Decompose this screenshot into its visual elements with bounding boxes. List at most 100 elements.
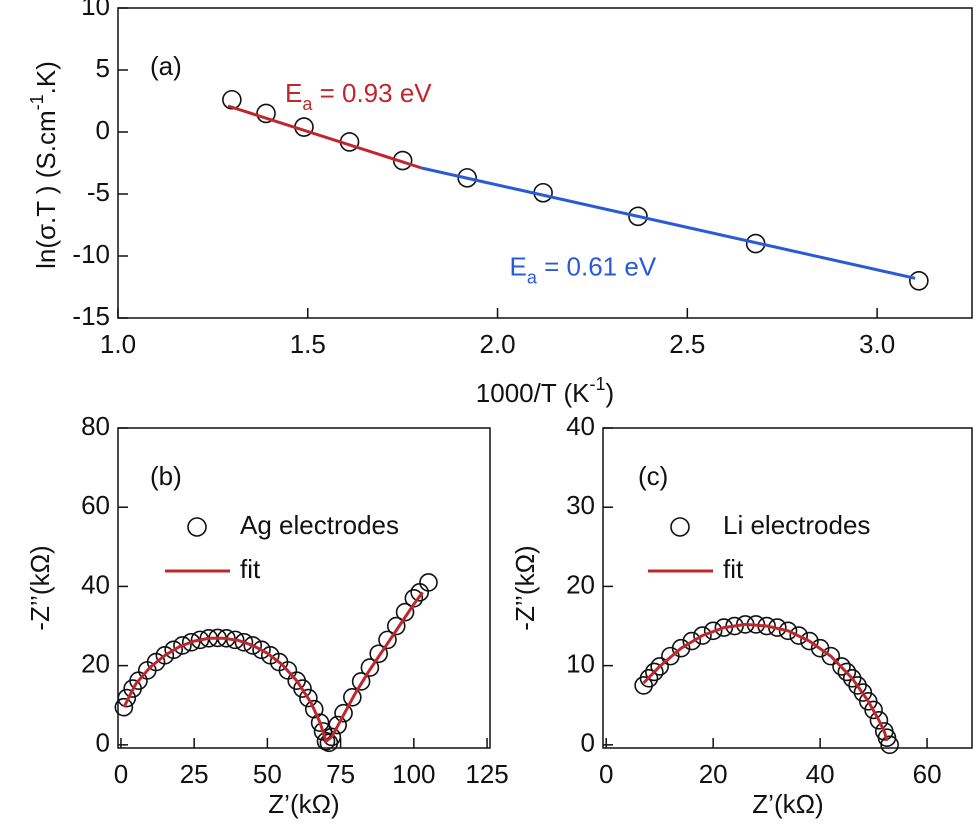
plot-frame [117, 427, 491, 749]
data-point [682, 631, 702, 651]
y-axis-label-sup: -1 [27, 94, 47, 110]
data-point [671, 638, 691, 658]
y-tick-label: 80 [81, 411, 110, 441]
data-point [378, 630, 397, 650]
legend-label: fit [723, 554, 744, 584]
data-point [645, 662, 664, 682]
fit-line [421, 166, 916, 280]
data-point [703, 621, 723, 641]
data-point [360, 658, 380, 677]
fit-line [642, 622, 889, 742]
y-tick-label: 0 [96, 728, 110, 758]
y-tick-label: 10 [81, 0, 110, 21]
x-tick-label: 75 [326, 759, 355, 789]
data-point [173, 636, 192, 655]
annotation: Ea = 0.93 eV [285, 78, 432, 114]
y-tick-label: 20 [81, 648, 110, 678]
plot-frame [602, 427, 973, 749]
data-point [343, 688, 362, 707]
data-point [789, 626, 809, 645]
data-point [693, 626, 712, 645]
legend-label: fit [240, 554, 261, 584]
x-tick-label: 2.5 [669, 329, 705, 359]
data-point [778, 621, 798, 641]
data-point [243, 636, 263, 655]
panel-label: (c) [638, 461, 668, 491]
data-point [837, 662, 857, 682]
x-axis-label-text: Z’(kΩ) [268, 789, 339, 819]
y-axis-label: -Z’’(kΩ) [510, 545, 540, 630]
x-tick-label: 50 [253, 759, 282, 789]
plot-frame [117, 7, 973, 319]
y-tick-label: 0 [96, 115, 110, 145]
y-tick-label: 60 [81, 490, 110, 520]
x-tick-label: 0 [114, 759, 128, 789]
x-axis-label-after: ) [606, 378, 615, 408]
data-point [351, 672, 371, 691]
data-point [334, 703, 353, 723]
y-tick-label: 40 [566, 411, 595, 441]
data-point [304, 699, 324, 719]
data-point [234, 632, 254, 652]
legend-swatch [187, 517, 207, 537]
x-tick-label: 20 [699, 759, 728, 789]
data-point [419, 573, 438, 592]
annotation-sub: a [527, 267, 538, 287]
data-point [457, 168, 477, 188]
x-axis-label-text: 1000/T (K [476, 378, 590, 408]
data-point [869, 710, 889, 730]
data-point [293, 679, 312, 698]
x-tick-label: 125 [465, 759, 508, 789]
data-point [880, 735, 899, 755]
annotation: Ea = 0.61 eV [510, 251, 657, 287]
y-axis-label-text: -Z’’(kΩ) [25, 545, 55, 630]
data-point [386, 616, 406, 636]
x-axis-label: Z’(kΩ) [268, 789, 339, 819]
y-axis-label-after: .K) [31, 61, 61, 94]
x-tick-label: 2.0 [479, 329, 515, 359]
y-tick-label: 40 [81, 569, 110, 599]
legend-label: Ag electrodes [240, 510, 399, 540]
annotation-text: E [285, 78, 302, 108]
y-axis-label-text: -Z’’(kΩ) [510, 545, 540, 630]
data-point [117, 688, 137, 708]
x-axis-label-text: Z’(kΩ) [752, 789, 823, 819]
y-tick-label: -15 [72, 301, 110, 331]
data-point [395, 602, 415, 622]
data-point [909, 270, 929, 291]
data-point [299, 688, 318, 708]
data-point [328, 715, 347, 735]
annotation-text: E [510, 251, 527, 281]
y-axis-label: -Z’’(kΩ) [25, 545, 55, 630]
data-point [164, 640, 183, 660]
data-point [800, 631, 819, 651]
x-tick-label: 25 [180, 759, 209, 789]
legend-swatch [670, 517, 690, 537]
data-point [316, 731, 336, 751]
x-tick-label: 1.0 [100, 329, 136, 359]
y-tick-label: 0 [581, 728, 595, 758]
data-point [821, 646, 841, 666]
data-point [114, 697, 134, 717]
annotation-after: = 0.93 eV [312, 78, 432, 108]
x-axis-label-sup: -1 [590, 374, 606, 394]
data-point [256, 103, 276, 124]
y-tick-label: 20 [566, 569, 595, 599]
legend-label: Li electrodes [723, 510, 870, 540]
data-point [650, 657, 669, 676]
fit-line [122, 591, 424, 744]
x-tick-label: 3.0 [859, 329, 895, 359]
data-point [310, 713, 330, 732]
data-point [181, 632, 201, 652]
y-axis-label: ln(σ.T ) (S.cm-1.K) [27, 61, 61, 269]
data-point [628, 206, 648, 227]
x-tick-label: 100 [392, 759, 435, 789]
x-axis-label: Z’(kΩ) [752, 789, 823, 819]
y-axis-label-text: ln(σ.T ) (S.cm [31, 110, 61, 269]
data-point [832, 657, 851, 676]
annotation-after: = 0.61 eV [537, 251, 657, 281]
data-point [864, 700, 883, 720]
data-point [639, 668, 659, 688]
fit-line [227, 104, 423, 170]
